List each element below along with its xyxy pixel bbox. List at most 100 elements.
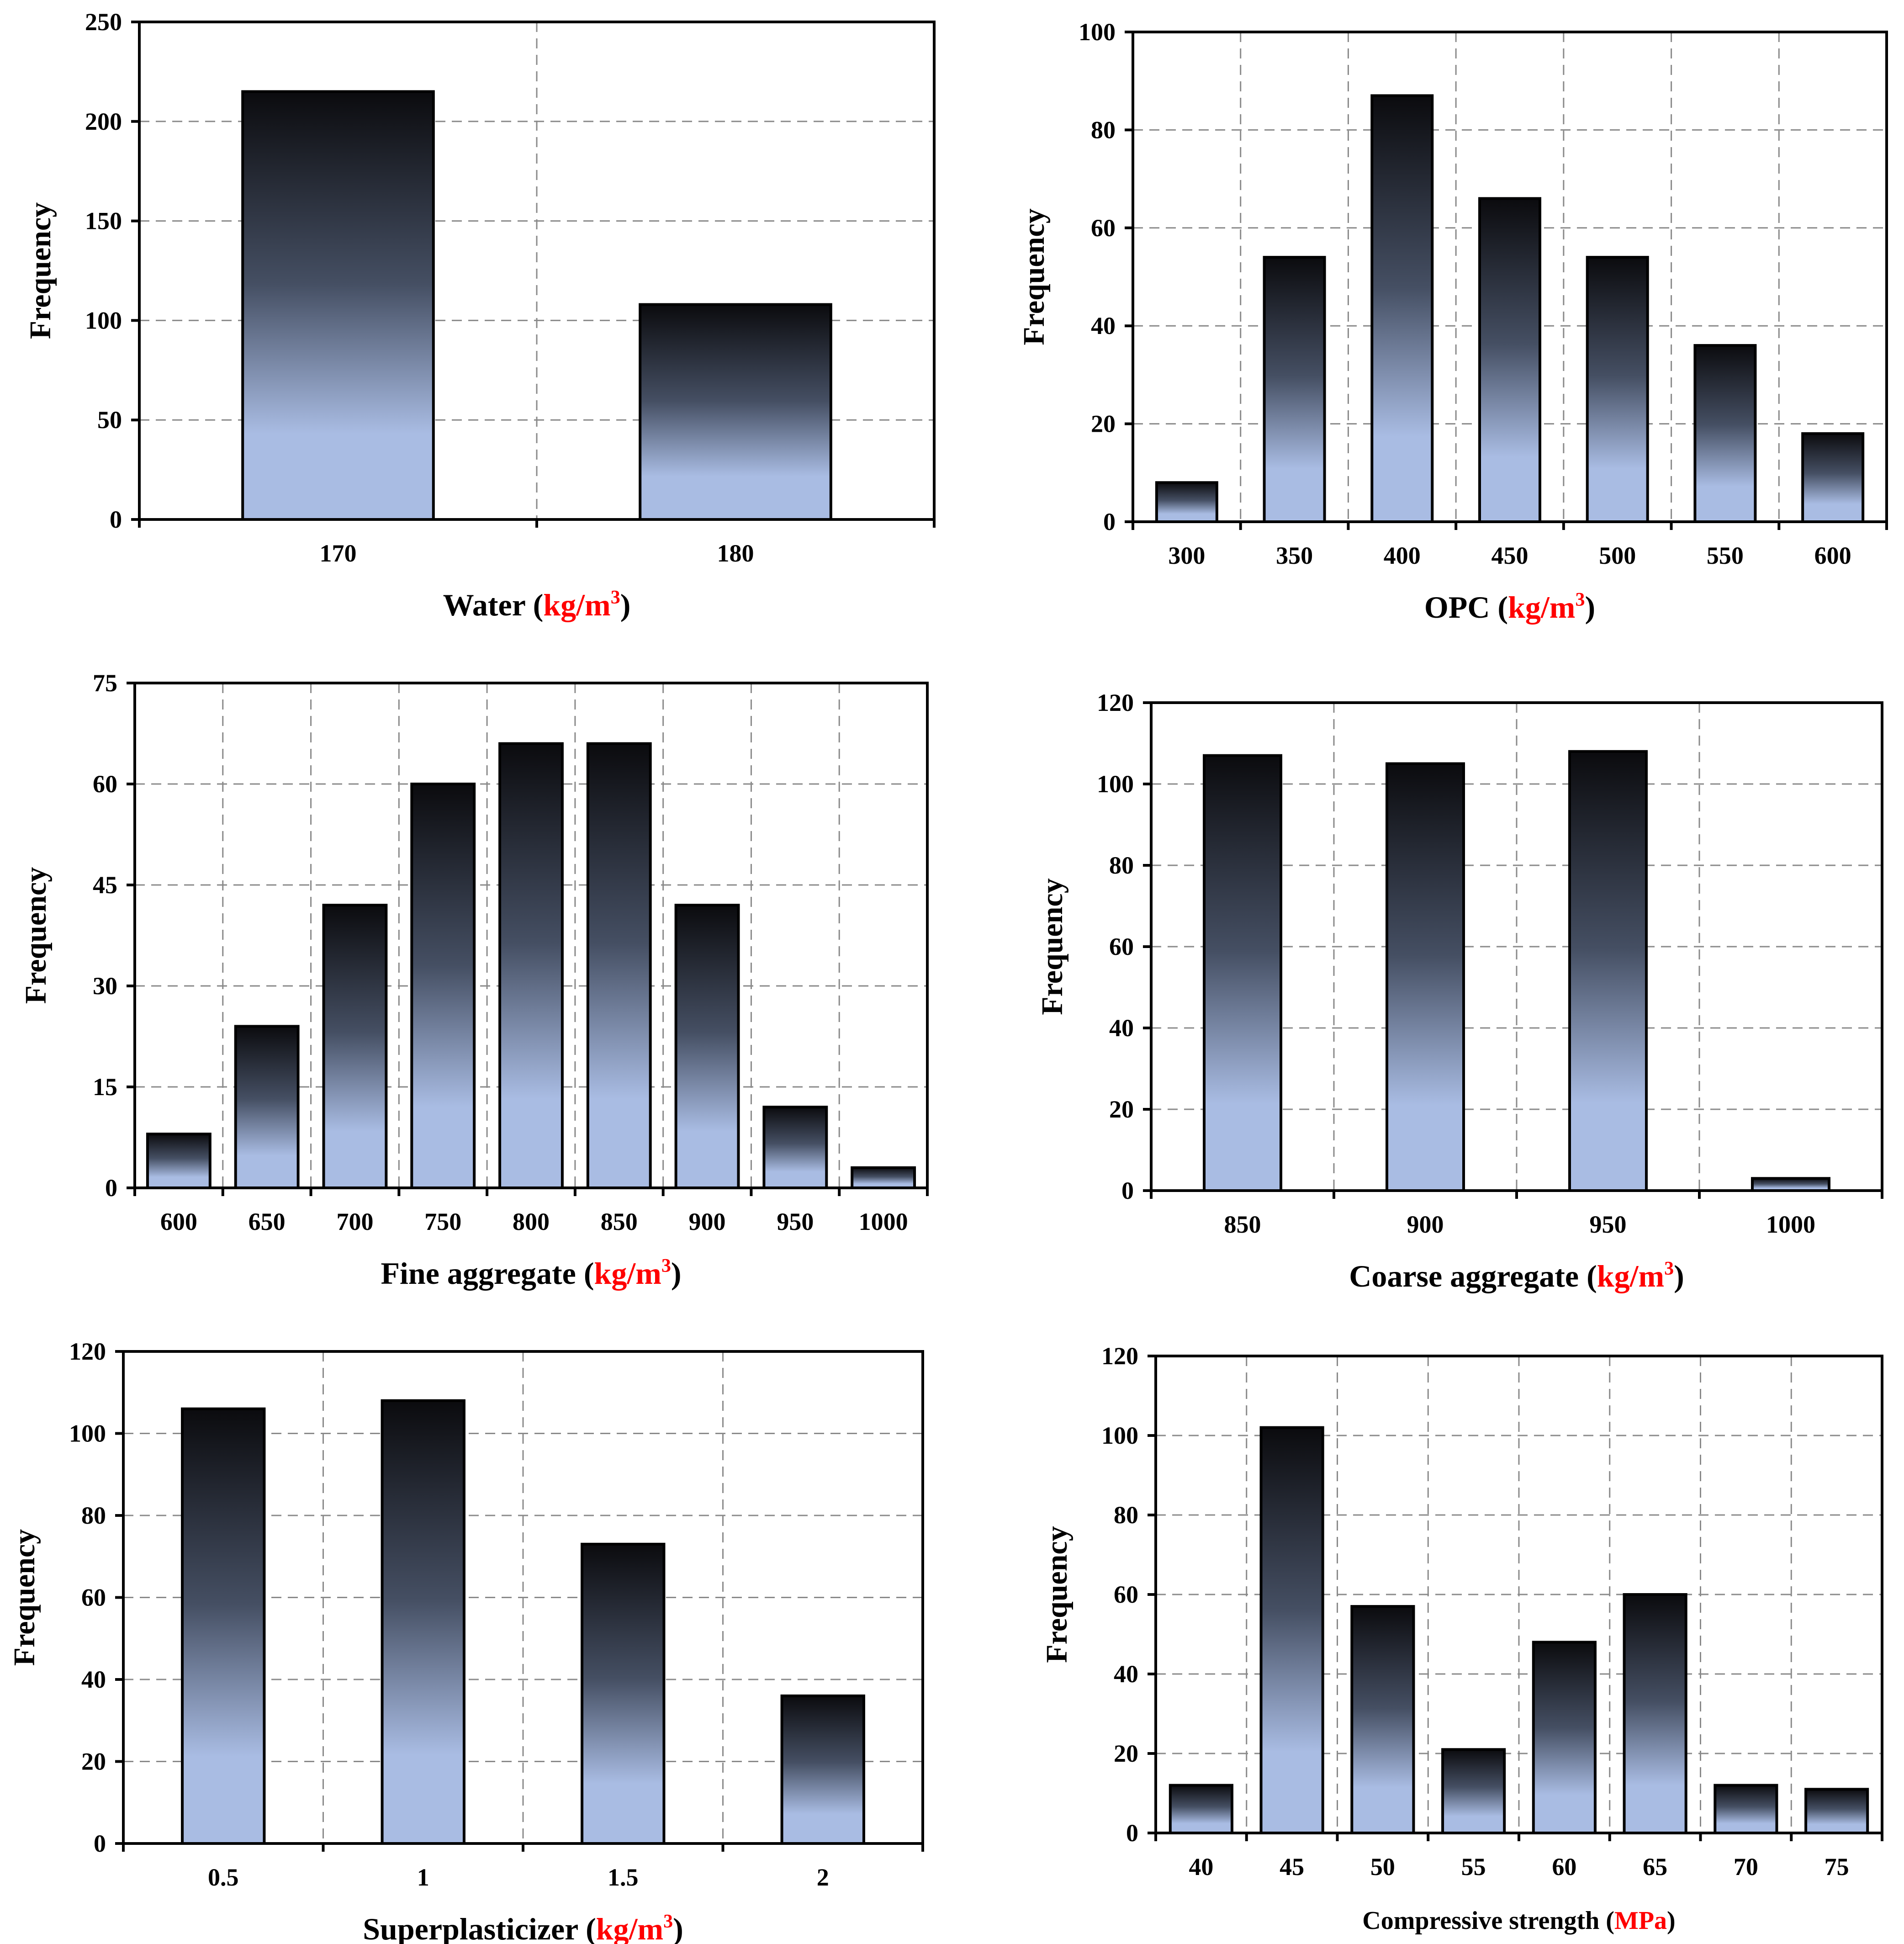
x-tick-label: 0.5 — [208, 1864, 239, 1891]
plot-frame — [1132, 31, 1888, 523]
x-tick-label: 60 — [1552, 1853, 1576, 1880]
x-tick-label: 50 — [1370, 1853, 1395, 1880]
y-tick-label: 30 — [93, 972, 117, 1000]
y-tick-label: 60 — [81, 1584, 106, 1611]
x-axis-label: Water (kg/m3) — [443, 587, 631, 622]
x-axis-label: Compressive strength (MPa) — [1362, 1907, 1675, 1935]
bar-900 — [1386, 762, 1465, 1192]
bar-950 — [1568, 750, 1648, 1192]
y-tick-label: 0 — [110, 506, 122, 533]
x-tick-label: 700 — [336, 1208, 373, 1235]
x-axis-label-unit: kg/m — [1597, 1259, 1664, 1293]
bar-45 — [1259, 1426, 1324, 1835]
y-tick-label: 45 — [93, 871, 117, 899]
y-tick-label: 0 — [94, 1830, 106, 1857]
x-tick-label: 45 — [1280, 1853, 1304, 1880]
x-tick-label: 170 — [320, 540, 357, 567]
bar-60 — [1532, 1641, 1597, 1834]
bar-70 — [1714, 1784, 1778, 1835]
y-tick-label: 80 — [1091, 116, 1116, 143]
bar-700 — [322, 904, 388, 1189]
bar-300 — [1155, 481, 1218, 523]
x-tick-label: 180 — [717, 540, 754, 567]
y-tick-label: 50 — [97, 406, 122, 434]
bar-1 — [381, 1399, 465, 1845]
bar-40 — [1169, 1784, 1233, 1835]
x-tick-label: 65 — [1643, 1853, 1667, 1880]
x-tick-label: 850 — [601, 1208, 638, 1235]
y-axis-label: Frequency — [1036, 878, 1069, 1015]
y-tick-label: 20 — [1114, 1740, 1138, 1767]
x-tick-label: 75 — [1825, 1853, 1849, 1880]
x-axis-label-unit: kg/m — [596, 1912, 663, 1944]
bar-170 — [241, 90, 435, 521]
x-tick-label: 300 — [1168, 542, 1205, 569]
x-tick-label: 900 — [689, 1208, 726, 1235]
x-tick-label: 1000 — [859, 1208, 908, 1235]
x-axis-label: Coarse aggregate (kg/m3) — [1349, 1258, 1684, 1293]
y-tick-label: 80 — [81, 1502, 106, 1529]
y-tick-label: 40 — [1114, 1660, 1138, 1688]
y-axis-label: Frequency — [1017, 208, 1051, 345]
bar-750 — [410, 783, 476, 1189]
x-axis-label-superscript: 3 — [661, 1255, 671, 1277]
x-tick-label: 550 — [1707, 542, 1744, 569]
bar-500 — [1586, 256, 1649, 523]
x-tick-label: 500 — [1599, 542, 1636, 569]
y-tick-label: 40 — [1109, 1014, 1134, 1042]
x-axis-label-name: Coarse aggregate ( — [1349, 1259, 1597, 1293]
bar-1000 — [1751, 1177, 1830, 1192]
chart-panel-6: 0 20 40 60 80 100 120 40 45 50 55 60 65 70 75 Frequency… — [1040, 1342, 1883, 1935]
bar-950 — [762, 1106, 828, 1189]
x-axis-label-superscript: 3 — [1575, 589, 1585, 610]
bar-180 — [639, 303, 832, 521]
x-tick-label: 600 — [160, 1208, 197, 1235]
x-tick-label: 55 — [1461, 1853, 1486, 1880]
x-tick-label: 650 — [249, 1208, 286, 1235]
x-tick-label: 70 — [1734, 1853, 1758, 1880]
bar-2 — [780, 1694, 865, 1845]
y-tick-label: 100 — [1097, 770, 1134, 798]
x-tick-label: 450 — [1491, 542, 1528, 569]
y-tick-label: 60 — [1114, 1581, 1138, 1608]
x-tick-label: 1000 — [1766, 1211, 1815, 1238]
y-tick-label: 0 — [1126, 1819, 1138, 1847]
x-axis-label-name: Water ( — [443, 588, 544, 622]
y-tick-label: 60 — [1091, 214, 1116, 242]
y-tick-label: 80 — [1109, 852, 1134, 879]
bar-400 — [1370, 94, 1434, 524]
x-axis-label-unit: kg/m — [594, 1256, 661, 1291]
y-tick-label: 60 — [93, 770, 117, 798]
x-axis-label-unit: MPa — [1614, 1907, 1667, 1935]
y-tick-label: 75 — [93, 669, 117, 697]
bar-50 — [1350, 1605, 1415, 1835]
x-tick-label: 40 — [1189, 1853, 1213, 1880]
chart-panel-3: 0 15 30 45 60 75 600 650 700 750 800 850 900 950 1000 F… — [19, 669, 929, 1291]
y-tick-label: 20 — [1109, 1096, 1134, 1123]
plot-frame — [133, 682, 929, 1189]
y-tick-label: 15 — [93, 1073, 117, 1101]
y-tick-label: 250 — [85, 8, 122, 36]
bar-850 — [1203, 754, 1282, 1192]
y-tick-label: 0 — [1121, 1177, 1134, 1204]
y-axis-label: Frequency — [1040, 1526, 1074, 1663]
y-tick-label: 150 — [85, 207, 122, 235]
y-tick-label: 0 — [1103, 508, 1116, 535]
x-tick-label: 800 — [513, 1208, 550, 1235]
y-tick-label: 120 — [69, 1338, 106, 1365]
bar-850 — [586, 742, 652, 1189]
bar-550 — [1693, 344, 1757, 524]
x-tick-label: 1.5 — [608, 1864, 639, 1891]
chart-panel-2: 0 20 40 60 80 100 300 350 400 450 500 550 600 Frequen… — [1017, 18, 1888, 625]
y-tick-label: 100 — [85, 307, 122, 334]
bar-800 — [498, 742, 564, 1189]
x-axis-label-name: Fine aggregate ( — [381, 1256, 594, 1291]
x-tick-label: 600 — [1814, 542, 1851, 569]
y-axis-label: Frequency — [24, 202, 57, 339]
x-tick-label: 400 — [1384, 542, 1421, 569]
bar-600 — [146, 1133, 212, 1189]
y-tick-label: 60 — [1109, 933, 1134, 960]
x-tick-label: 950 — [777, 1208, 814, 1235]
x-axis-label-superscript: 3 — [663, 1911, 673, 1932]
